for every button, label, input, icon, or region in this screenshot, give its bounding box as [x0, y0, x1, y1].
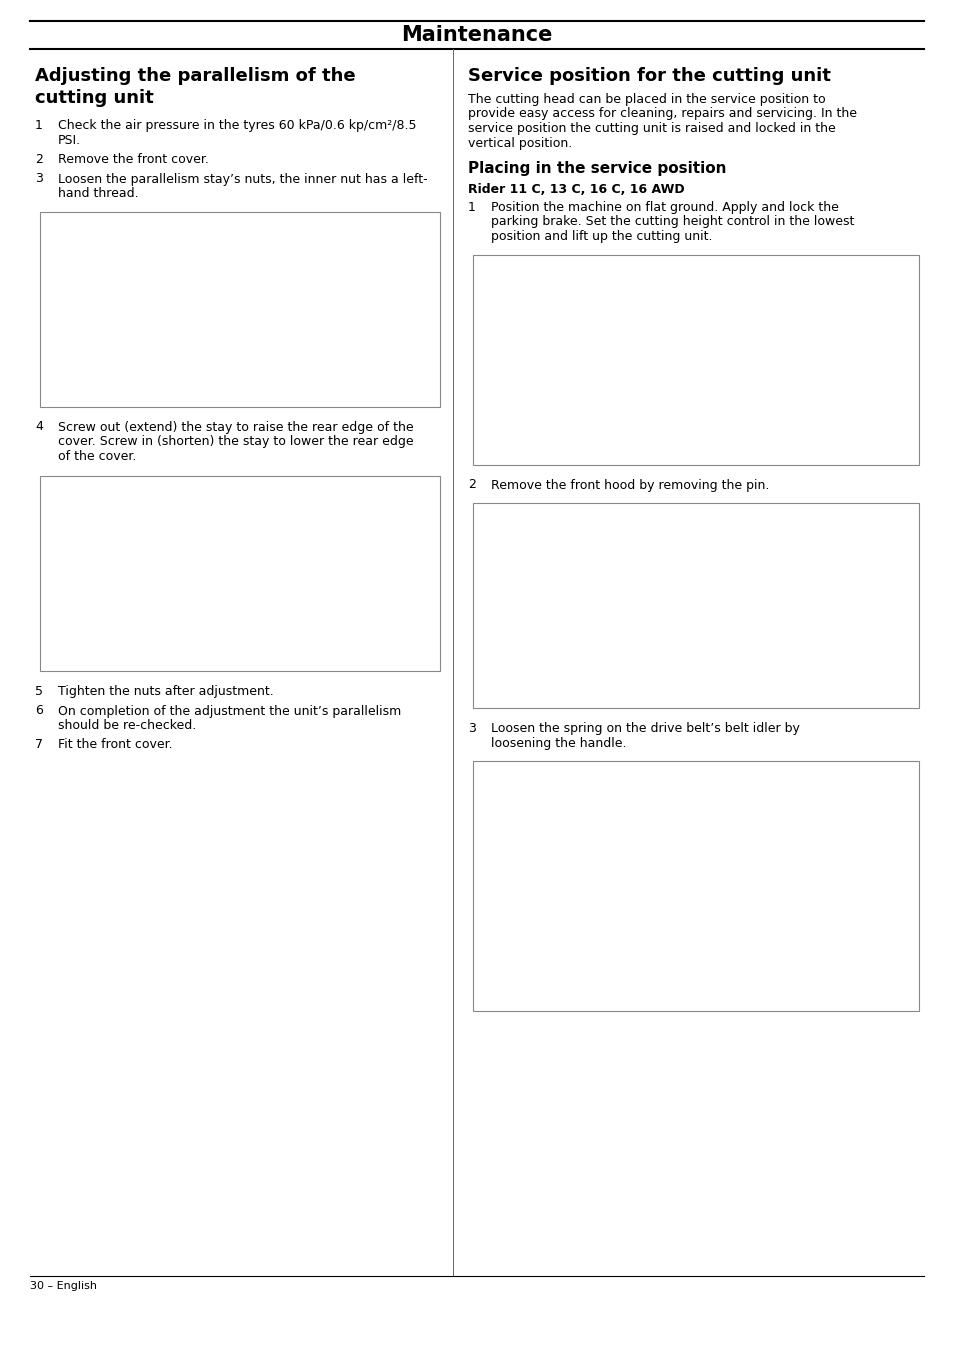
- Text: provide easy access for cleaning, repairs and servicing. In the: provide easy access for cleaning, repair…: [468, 108, 856, 120]
- Text: Service position for the cutting unit: Service position for the cutting unit: [468, 68, 830, 85]
- Text: service position the cutting unit is raised and locked in the: service position the cutting unit is rai…: [468, 122, 835, 135]
- Text: cutting unit: cutting unit: [35, 89, 153, 107]
- Text: 2: 2: [35, 153, 43, 166]
- Text: Rider 11 C, 13 C, 16 C, 16 AWD: Rider 11 C, 13 C, 16 C, 16 AWD: [468, 182, 684, 196]
- Text: Loosen the spring on the drive belt’s belt idler by: Loosen the spring on the drive belt’s be…: [491, 721, 799, 735]
- Text: Loosen the parallelism stay’s nuts, the inner nut has a left-: Loosen the parallelism stay’s nuts, the …: [58, 173, 427, 185]
- Text: position and lift up the cutting unit.: position and lift up the cutting unit.: [491, 230, 712, 243]
- Text: Placing in the service position: Placing in the service position: [468, 161, 726, 176]
- Text: loosening the handle.: loosening the handle.: [491, 736, 626, 750]
- Text: 7: 7: [35, 739, 43, 751]
- Text: 6: 6: [35, 704, 43, 717]
- Text: On completion of the adjustment the unit’s parallelism: On completion of the adjustment the unit…: [58, 704, 401, 717]
- Bar: [40, 212, 439, 407]
- Text: Maintenance: Maintenance: [401, 26, 552, 45]
- Bar: [473, 503, 918, 708]
- Text: 2: 2: [468, 478, 476, 492]
- Text: Fit the front cover.: Fit the front cover.: [58, 739, 172, 751]
- Text: Screw out (extend) the stay to raise the rear edge of the: Screw out (extend) the stay to raise the…: [58, 420, 414, 434]
- Text: parking brake. Set the cutting height control in the lowest: parking brake. Set the cutting height co…: [491, 216, 854, 228]
- Text: 4: 4: [35, 420, 43, 434]
- Text: Remove the front hood by removing the pin.: Remove the front hood by removing the pi…: [491, 478, 768, 492]
- Text: 5: 5: [35, 685, 43, 698]
- Bar: [40, 476, 439, 671]
- Text: Tighten the nuts after adjustment.: Tighten the nuts after adjustment.: [58, 685, 274, 698]
- Bar: [473, 254, 918, 465]
- Text: Check the air pressure in the tyres 60 kPa/0.6 kp/cm²/8.5: Check the air pressure in the tyres 60 k…: [58, 119, 416, 132]
- Text: 3: 3: [468, 721, 476, 735]
- Text: 1: 1: [468, 201, 476, 213]
- Text: Adjusting the parallelism of the: Adjusting the parallelism of the: [35, 68, 355, 85]
- Text: The cutting head can be placed in the service position to: The cutting head can be placed in the se…: [468, 93, 824, 105]
- Bar: [473, 761, 918, 1011]
- Text: 3: 3: [35, 173, 43, 185]
- Text: vertical position.: vertical position.: [468, 136, 572, 150]
- Text: of the cover.: of the cover.: [58, 450, 136, 462]
- Text: Position the machine on flat ground. Apply and lock the: Position the machine on flat ground. App…: [491, 201, 838, 213]
- Text: Remove the front cover.: Remove the front cover.: [58, 153, 209, 166]
- Text: hand thread.: hand thread.: [58, 186, 138, 200]
- Text: cover. Screw in (shorten) the stay to lower the rear edge: cover. Screw in (shorten) the stay to lo…: [58, 435, 414, 449]
- Text: 30 – English: 30 – English: [30, 1281, 97, 1292]
- Text: PSI.: PSI.: [58, 134, 81, 146]
- Text: should be re-checked.: should be re-checked.: [58, 719, 196, 732]
- Text: 1: 1: [35, 119, 43, 132]
